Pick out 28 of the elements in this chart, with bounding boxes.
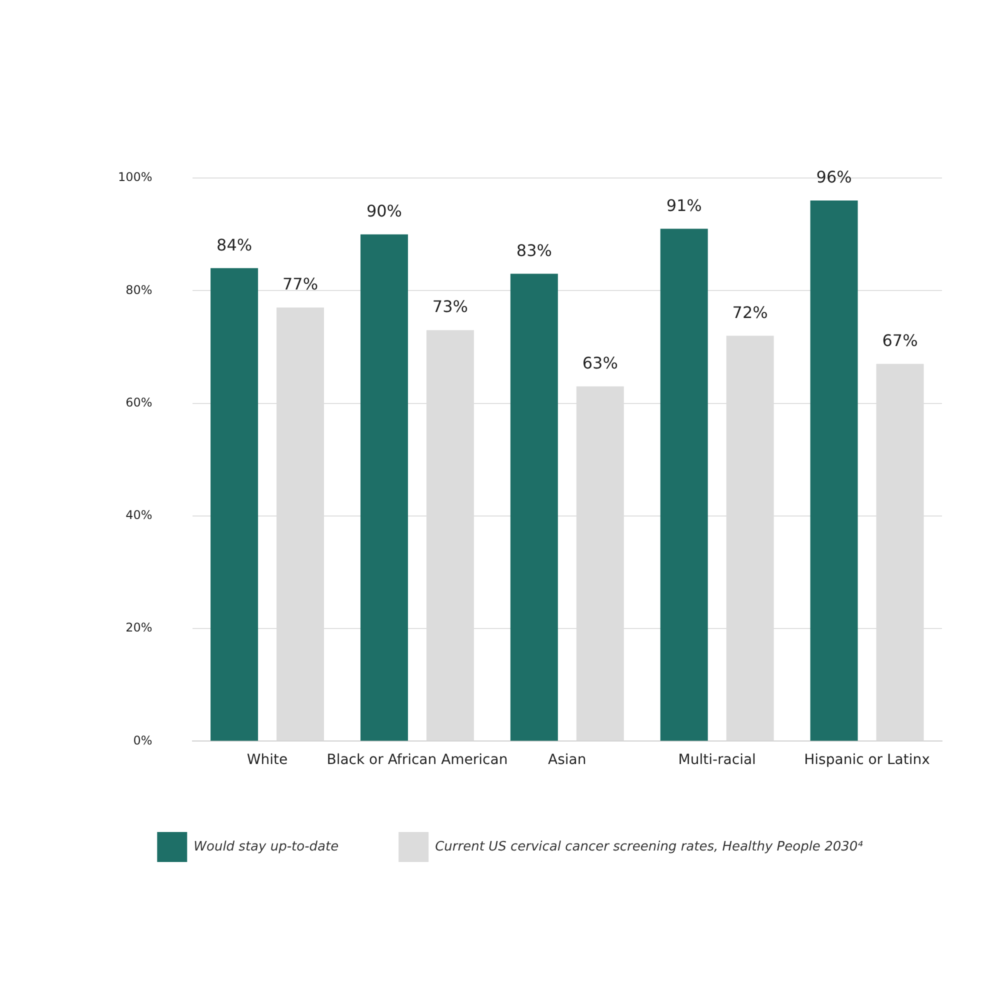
data-label: 96% xyxy=(816,168,852,187)
data-label: 90% xyxy=(366,201,402,220)
data-label: 67% xyxy=(882,331,918,350)
data-label: 77% xyxy=(282,274,318,294)
y-tick-label: 80% xyxy=(126,282,152,297)
data-label: 72% xyxy=(732,302,768,322)
y-tick-label: 20% xyxy=(126,620,152,635)
data-label: 83% xyxy=(516,240,552,260)
bar xyxy=(210,268,258,741)
x-tick-label: White xyxy=(246,752,288,768)
legend-label: Would stay up-to-date xyxy=(194,839,339,854)
data-label: 91% xyxy=(666,196,702,215)
bar xyxy=(660,228,708,741)
x-tick-label: Multi-racial xyxy=(678,752,756,768)
data-label: 73% xyxy=(432,297,468,316)
y-tick-label: 40% xyxy=(126,508,152,522)
bar xyxy=(360,234,408,741)
y-tick-label: 0% xyxy=(133,733,152,748)
data-label: 63% xyxy=(582,354,618,373)
bar xyxy=(510,274,558,741)
data-label: 84% xyxy=(216,235,252,254)
x-tick-label: Black or African American xyxy=(326,752,508,768)
legend-label: Current US cervical cancer screening rates, Healthy People 2030⁴ xyxy=(435,839,864,854)
bar xyxy=(810,200,858,741)
y-tick-label: 100% xyxy=(118,170,152,184)
y-tick-label: 60% xyxy=(126,395,152,410)
x-tick-label: Hispanic or Latinx xyxy=(804,752,930,768)
x-tick-label: Asian xyxy=(548,752,586,768)
